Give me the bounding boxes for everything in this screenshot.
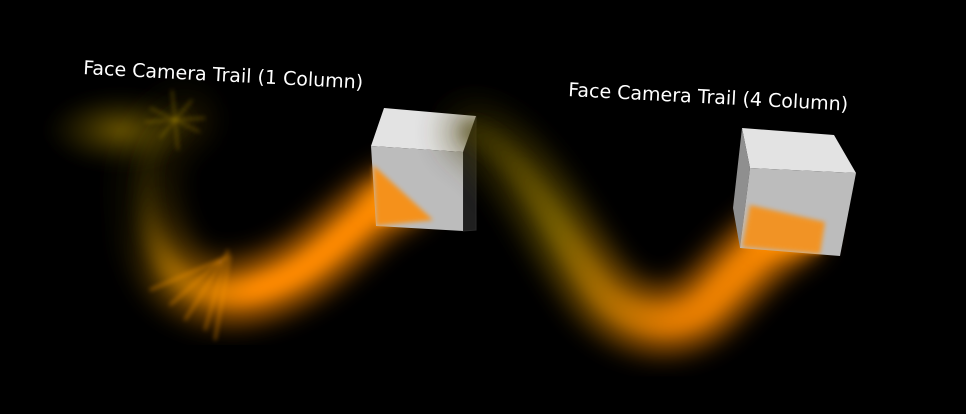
right-cube-top	[742, 128, 856, 173]
left-trail-sparkle-top	[144, 89, 206, 151]
left-cube-trail-overlay	[373, 165, 433, 226]
right-trail-core	[460, 120, 802, 332]
left-trail-core	[134, 107, 411, 304]
left-trail-sparkle-bottom	[149, 249, 231, 341]
right-cube	[733, 128, 856, 256]
left-trail-label: Face Camera Trail (1 Column)	[83, 57, 364, 94]
right-trail-label: Face Camera Trail (4 Column)	[568, 79, 849, 116]
left-trail-start-glow	[45, 92, 195, 168]
right-cube-trail-overlay	[742, 205, 825, 254]
right-cube-left-face	[733, 128, 750, 248]
